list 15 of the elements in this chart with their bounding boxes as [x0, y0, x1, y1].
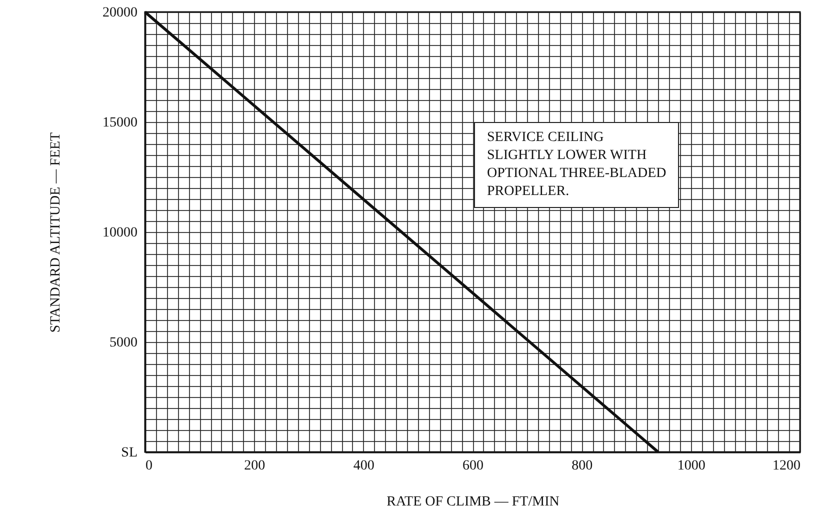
x-tick-label: 800 — [572, 458, 593, 474]
y-tick-label: 15000 — [102, 116, 138, 130]
y-axis-title: STANDARD ALTITUDE — FEET — [48, 132, 64, 333]
x-tick-label: 600 — [462, 458, 484, 474]
x-axis-title: RATE OF CLIMB — FT/MIN — [386, 494, 560, 510]
y-tick-label: SL — [121, 446, 138, 460]
x-tick-label: 200 — [244, 458, 266, 474]
x-tick-label: 1200 — [772, 458, 800, 474]
x-tick-label: 400 — [353, 458, 374, 474]
x-tick-label: 1000 — [677, 458, 706, 474]
x-tick-label: 0 — [146, 458, 152, 474]
y-tick-label: 10000 — [102, 226, 138, 240]
y-tick-label: 5000 — [110, 336, 138, 350]
annotation: SERVICE CEILING SLIGHTLY LOWER WITH OPTIONAL THREE-BLADED PROPELLER. — [474, 122, 680, 208]
y-tick-label: 20000 — [102, 6, 138, 20]
